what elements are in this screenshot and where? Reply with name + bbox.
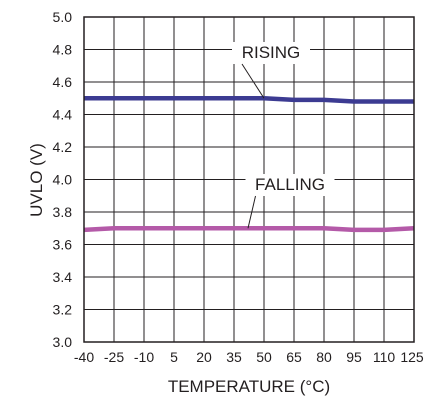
y-tick-label: 4.0	[53, 172, 73, 188]
y-tick-label: 4.2	[53, 139, 73, 155]
y-axis-title: UVLO (V)	[27, 143, 46, 217]
y-tick-label: 4.6	[53, 74, 73, 90]
x-tick-label: 110	[373, 349, 396, 365]
x-tick-labels: -40 -25 -10 5 20 35 50 65 80 95 110 125	[74, 349, 424, 365]
x-tick-label: 95	[346, 349, 362, 365]
annotation-leader	[247, 195, 256, 229]
x-axis-title: TEMPERATURE (°C)	[168, 377, 330, 396]
annotation-label-falling: FALLING	[255, 175, 325, 194]
x-tick-label: -10	[134, 349, 154, 365]
x-tick-label: 50	[256, 349, 272, 365]
x-tick-label: -40	[74, 349, 94, 365]
y-tick-label: 3.8	[53, 204, 73, 220]
x-tick-label: 35	[226, 349, 242, 365]
series-line-falling	[83, 225, 415, 233]
x-tick-label: 65	[286, 349, 302, 365]
y-tick-labels: 3.0 3.2 3.4 3.6 3.8 4.0 4.2 4.4 4.6 4.8 5.0	[53, 9, 73, 350]
y-tick-label: 4.4	[53, 107, 73, 123]
x-tick-label: 20	[196, 349, 212, 365]
series-layer	[83, 96, 415, 233]
y-tick-label: 3.0	[53, 334, 73, 350]
y-tick-label: 3.2	[53, 302, 73, 318]
annotation-backdrop	[245, 174, 335, 196]
x-tick-label: 125	[400, 349, 424, 365]
x-tick-label: 80	[316, 349, 332, 365]
annotation-backdrop	[232, 42, 310, 64]
annotation-leader	[241, 63, 265, 99]
y-tick-label: 3.6	[53, 237, 73, 253]
x-tick-label: 5	[170, 349, 178, 365]
y-tick-label: 4.8	[53, 42, 73, 58]
annotation-label-rising: RISING	[242, 43, 301, 62]
x-tick-label: -25	[104, 349, 124, 365]
y-tick-label: 3.4	[53, 269, 73, 285]
y-tick-label: 5.0	[53, 9, 73, 25]
annotation-layer: RISING FALLING	[232, 42, 335, 229]
plot-frame	[83, 16, 415, 343]
series-line-rising	[84, 96, 414, 104]
